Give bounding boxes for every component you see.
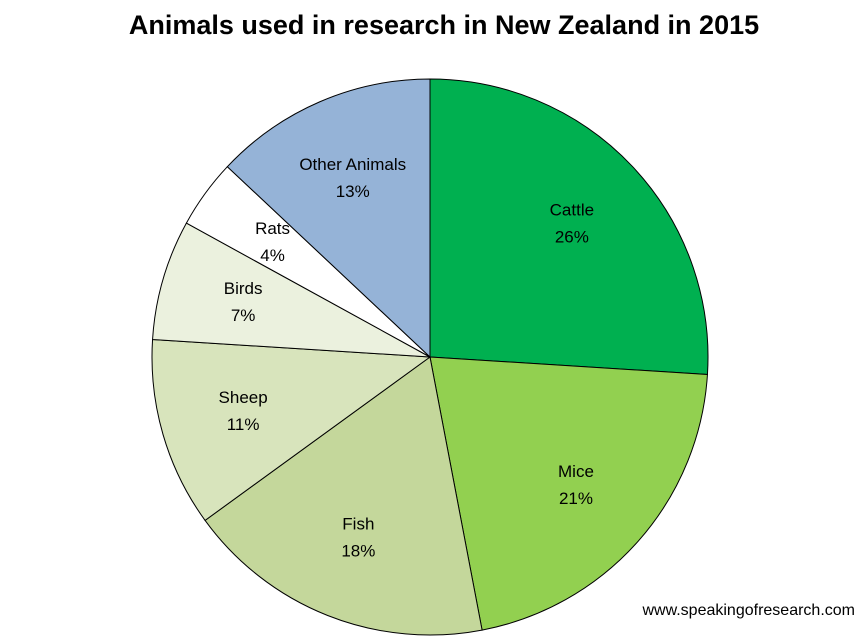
slice-label: Birds [224, 279, 263, 298]
value-label: 4% [260, 246, 285, 265]
slice-label: Mice [558, 462, 594, 481]
slice-label: Rats [255, 219, 290, 238]
pie-slice [226, 78, 431, 359]
slice-label: Cattle [550, 200, 594, 219]
value-label: 26% [555, 227, 589, 246]
value-label: 11% [227, 415, 260, 434]
value-label: 7% [231, 306, 256, 325]
pie-slice [429, 356, 708, 631]
pie-slice [152, 222, 431, 358]
slice-label: Other Animals [299, 155, 406, 174]
value-label: 18% [341, 541, 375, 560]
pie-slice [429, 78, 709, 375]
pie-slice [204, 356, 483, 636]
source: www.speakingofresearch.com [641, 602, 855, 619]
value-label: 21% [559, 489, 593, 508]
pie-slice [151, 339, 432, 522]
slice-label: Sheep [219, 388, 268, 407]
chart-title: Animals used in research in New Zealand … [129, 10, 759, 40]
value-label: 13% [336, 182, 370, 201]
slice-label: Fish [342, 514, 374, 533]
